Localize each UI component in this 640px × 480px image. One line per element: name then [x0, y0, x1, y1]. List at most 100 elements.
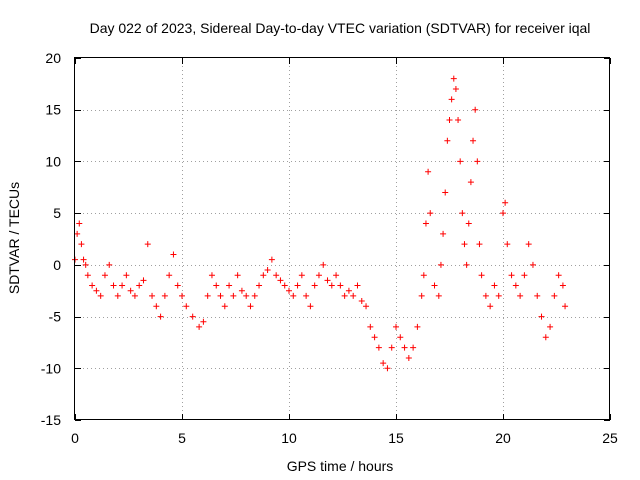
- data-point: [294, 282, 301, 289]
- data-point: [298, 272, 305, 279]
- data-point: [455, 117, 462, 124]
- data-point: [397, 334, 404, 341]
- data-point: [542, 334, 549, 341]
- data-point: [442, 189, 449, 196]
- data-point: [328, 282, 335, 289]
- data-point: [76, 220, 83, 227]
- data-point: [358, 298, 365, 305]
- data-point: [472, 106, 479, 113]
- data-point: [380, 360, 387, 367]
- data-point: [422, 220, 429, 227]
- data-point: [452, 86, 459, 93]
- data-point: [529, 261, 536, 268]
- data-point: [418, 292, 425, 299]
- data-point: [101, 272, 108, 279]
- data-point: [251, 292, 258, 299]
- data-point: [476, 241, 483, 248]
- data-point: [410, 344, 417, 351]
- y-axis-label: SDTVAR / TECUs: [6, 182, 22, 294]
- data-point: [478, 272, 485, 279]
- data-point: [393, 323, 399, 330]
- x-tick-label: 20: [495, 430, 511, 446]
- data-point: [221, 303, 228, 310]
- data-point: [119, 282, 126, 289]
- data-point: [420, 272, 427, 279]
- data-point: [450, 75, 457, 82]
- data-point: [268, 256, 275, 263]
- data-point: [437, 261, 444, 268]
- data-point: [474, 158, 481, 165]
- x-tick-label: 25: [602, 430, 618, 446]
- data-point: [414, 323, 421, 330]
- data-point: [491, 282, 498, 289]
- axis-ticks: [75, 58, 611, 421]
- data-point: [179, 292, 185, 299]
- data-point: [512, 282, 519, 289]
- data-point: [238, 287, 245, 294]
- data-point: [204, 292, 211, 299]
- data-point: [559, 282, 566, 289]
- data-point: [446, 117, 453, 124]
- data-point: [89, 282, 96, 289]
- data-point: [136, 282, 143, 289]
- data-point: [200, 318, 207, 325]
- data-point: [341, 292, 348, 299]
- data-point: [256, 282, 263, 289]
- data-point: [174, 282, 181, 289]
- data-point: [457, 158, 464, 165]
- data-point: [367, 323, 374, 330]
- data-point: [502, 199, 509, 206]
- y-tick-label: -15: [41, 412, 61, 428]
- data-point: [149, 292, 156, 299]
- x-tick-label: 0: [71, 430, 79, 446]
- data-point: [230, 292, 237, 299]
- data-point: [131, 292, 138, 299]
- data-point: [551, 292, 558, 299]
- data-point: [345, 287, 352, 294]
- data-point: [448, 96, 455, 103]
- x-tick-label: 5: [178, 430, 186, 446]
- data-point: [140, 277, 147, 284]
- x-axis-label: GPS time / hours: [287, 458, 394, 474]
- data-point: [144, 241, 151, 248]
- data-point: [354, 282, 361, 289]
- data-point: [350, 292, 357, 299]
- data-point: [463, 261, 470, 268]
- data-point: [440, 230, 447, 237]
- data-point: [435, 292, 442, 299]
- data-point: [487, 303, 494, 310]
- data-point: [461, 241, 468, 248]
- data-point: [431, 282, 438, 289]
- data-point: [459, 210, 466, 217]
- data-point: [277, 277, 284, 284]
- data-point: [80, 256, 87, 263]
- data-point: [375, 344, 382, 351]
- data-point: [504, 241, 511, 248]
- data-point: [525, 241, 532, 248]
- data-point: [114, 292, 121, 299]
- data-point: [127, 287, 134, 294]
- data-point: [562, 303, 569, 310]
- data-point: [290, 292, 297, 299]
- data-point: [208, 272, 215, 279]
- data-point: [273, 272, 280, 279]
- data-point: [555, 272, 562, 279]
- data-point: [465, 220, 472, 227]
- data-point: [534, 292, 541, 299]
- data-point: [234, 272, 241, 279]
- data-point: [495, 292, 502, 299]
- y-tick-label: 15: [45, 102, 61, 118]
- y-tick-label: 10: [45, 153, 61, 169]
- data-point: [110, 282, 117, 289]
- plot-frame: [74, 57, 610, 420]
- y-tick-label: 5: [53, 205, 61, 221]
- chart-title: Day 022 of 2023, Sidereal Day-to-day VTE…: [90, 20, 591, 36]
- data-point: [247, 303, 254, 310]
- data-point: [93, 287, 100, 294]
- data-point: [166, 272, 173, 279]
- data-point: [508, 272, 515, 279]
- data-point: [123, 272, 130, 279]
- data-point: [170, 251, 177, 258]
- data-point: [106, 261, 113, 268]
